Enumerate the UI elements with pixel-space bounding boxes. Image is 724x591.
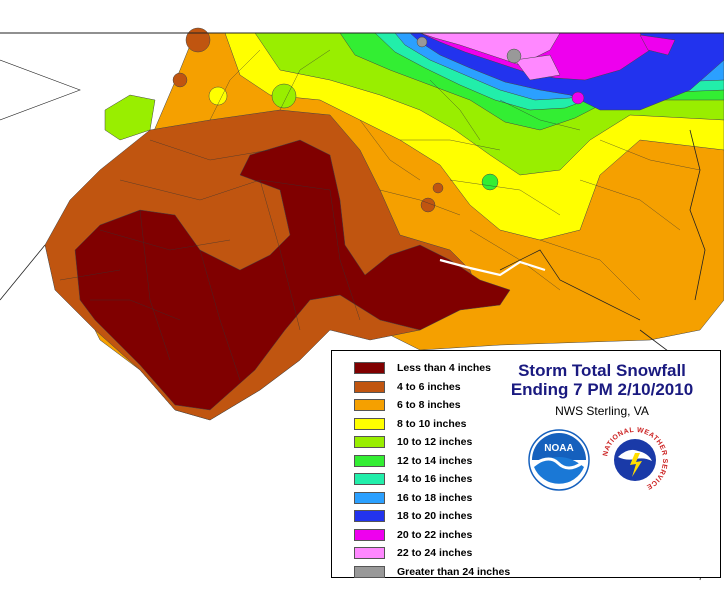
legend-item: 18 to 20 inches <box>354 507 510 526</box>
region-22-to-24 <box>419 32 561 66</box>
legend-label: 14 to 16 inches <box>397 473 473 486</box>
legend-label: 10 to 12 inches <box>397 436 473 449</box>
legend-label: Less than 4 inches <box>397 362 491 375</box>
region-less-than-4 <box>74 139 511 411</box>
legend-swatch <box>354 380 385 393</box>
legend-label: 12 to 14 inches <box>397 454 473 467</box>
legend-label: 18 to 20 inches <box>397 510 473 523</box>
legend-swatch <box>354 454 385 467</box>
region-20-to-22-east <box>639 34 676 56</box>
legend-label: 8 to 10 inches <box>397 417 467 430</box>
legend-label: 16 to 18 inches <box>397 491 473 504</box>
legend-item: 14 to 16 inches <box>354 470 510 489</box>
region-greater-than-24-b <box>416 36 428 48</box>
legend-swatch <box>354 436 385 449</box>
legend-label: 22 to 24 inches <box>397 547 473 560</box>
legend-panel: Less than 4 inches 4 to 6 inches 6 to 8 in… <box>331 350 721 578</box>
legend-item: 16 to 18 inches <box>354 489 510 508</box>
legend-item: 10 to 12 inches <box>354 433 510 452</box>
legend-item: 20 to 22 inches <box>354 526 510 545</box>
region-10-to-12-west <box>104 94 156 141</box>
title-block: Storm Total Snowfall Ending 7 PM 2/10/20… <box>492 361 712 418</box>
region-22-to-24-east <box>514 54 561 81</box>
legend-swatch <box>354 362 385 375</box>
legend-label: 6 to 8 inches <box>397 399 461 412</box>
legend-swatch <box>354 417 385 430</box>
legend-swatch <box>354 547 385 560</box>
noaa-logo: NOAA <box>528 429 590 491</box>
noaa-logo-text: NOAA <box>544 443 573 454</box>
legend-item: 6 to 8 inches <box>354 396 510 415</box>
map-title: Storm Total Snowfall <box>518 361 686 380</box>
legend-swatch <box>354 528 385 541</box>
legend-label: 20 to 22 inches <box>397 528 473 541</box>
legend-items: Less than 4 inches 4 to 6 inches 6 to 8 in… <box>354 359 510 581</box>
legend-swatch <box>354 565 385 578</box>
legend-item: Less than 4 inches <box>354 359 510 378</box>
legend-swatch <box>354 473 385 486</box>
nws-logo: NATIONAL WEATHER SERVICE <box>601 426 669 494</box>
legend-item: 4 to 6 inches <box>354 378 510 397</box>
region-greater-than-24 <box>506 48 522 64</box>
legend-item: 22 to 24 inches <box>354 544 510 563</box>
legend-item: 8 to 10 inches <box>354 415 510 434</box>
legend-swatch <box>354 510 385 523</box>
map-subtitle: Ending 7 PM 2/10/2010 <box>510 380 694 399</box>
legend-label: 4 to 6 inches <box>397 380 461 393</box>
legend-label: Greater than 24 inches <box>397 565 511 578</box>
legend-swatch <box>354 399 385 412</box>
legend-swatch <box>354 491 385 504</box>
legend-item: Greater than 24 inches <box>354 563 510 582</box>
office-label: NWS Sterling, VA <box>555 404 649 418</box>
legend-item: 12 to 14 inches <box>354 452 510 471</box>
